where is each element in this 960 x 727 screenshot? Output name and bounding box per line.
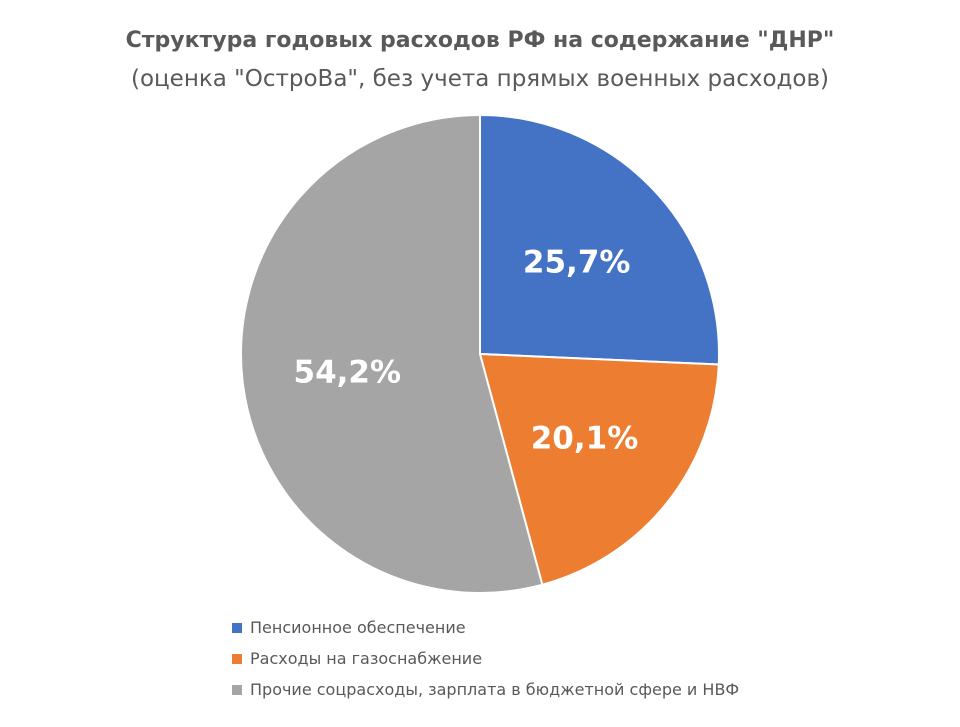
legend-swatch xyxy=(232,684,242,695)
pie-slice-other xyxy=(240,113,544,594)
pie-slice-gas xyxy=(478,352,720,586)
legend-label: Расходы на газоснабжение xyxy=(250,649,483,668)
legend-swatch xyxy=(232,653,242,664)
legend-entry: Расходы на газоснабжение xyxy=(232,643,739,674)
legend-entry: Прочие соцрасходы, зарплата в бюджетной … xyxy=(232,674,739,705)
legend-entry: Пенсионное обеспечение xyxy=(232,612,739,643)
legend-label: Пенсионное обеспечение xyxy=(250,618,466,637)
pie-labels: 25,7% 20,1% 54,2% xyxy=(294,245,639,457)
slice-data-label: 20,1% xyxy=(531,421,639,457)
legend-swatch xyxy=(232,622,242,633)
chart-legend: Пенсионное обеспечение Расходы на газосна… xyxy=(232,612,739,705)
chart-title: Структура годовых расходов РФ на содержа… xyxy=(125,28,835,53)
pie-slice-pension xyxy=(479,113,720,366)
slice-data-label: 54,2% xyxy=(294,355,402,391)
pie-slices xyxy=(240,113,720,594)
chart-subtitle: (оценка "ОстроВа", без учета прямых воен… xyxy=(130,66,830,92)
legend-label: Прочие соцрасходы, зарплата в бюджетной … xyxy=(250,680,740,699)
slice-data-label: 25,7% xyxy=(523,245,631,281)
